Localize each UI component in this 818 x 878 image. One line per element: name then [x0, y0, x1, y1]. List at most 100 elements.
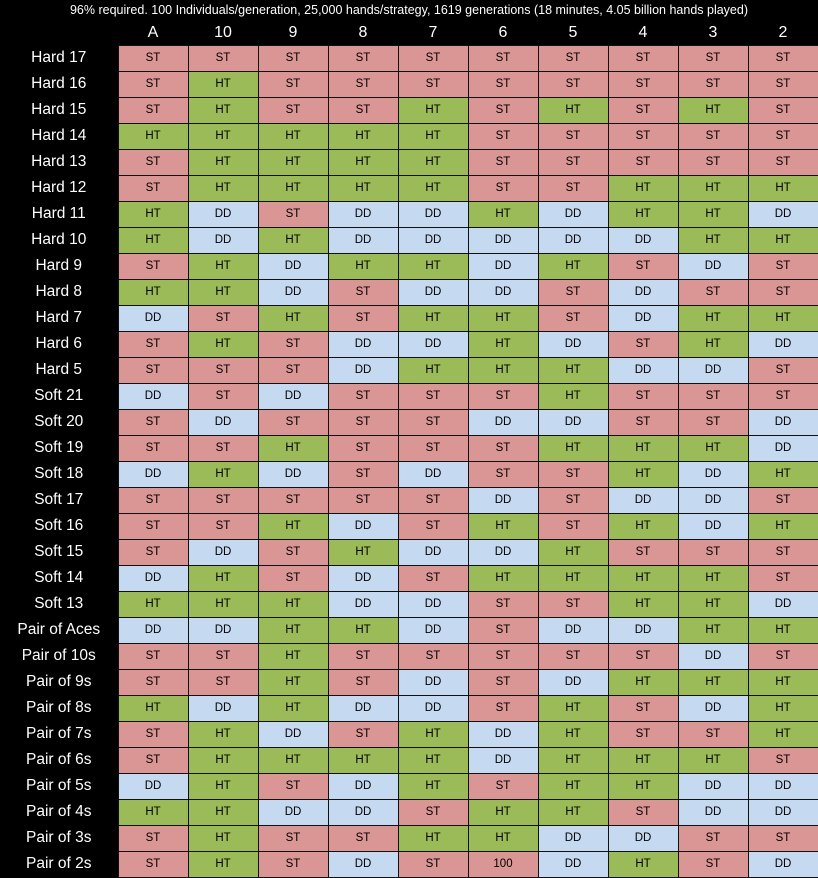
- cell-value: ST: [775, 286, 791, 298]
- cell-value: DD: [284, 468, 302, 480]
- strategy-cell: ST: [117, 824, 189, 852]
- cell-value: DD: [564, 338, 582, 350]
- cell-value: HT: [775, 520, 791, 532]
- cell-value: HT: [215, 156, 231, 168]
- cell-value: HT: [355, 624, 371, 636]
- strategy-cell: ST: [607, 798, 679, 826]
- cell-value: HT: [495, 312, 511, 324]
- cell-value: ST: [355, 52, 371, 65]
- strategy-cell: HT: [187, 174, 259, 202]
- table-row: Hard 7 DD ST HT ST HT HT ST DD HT HT: [0, 304, 818, 332]
- strategy-cell: ST: [537, 122, 609, 150]
- cell-value: DD: [564, 416, 582, 428]
- cell-value: HT: [215, 260, 231, 272]
- cell-value: DD: [774, 780, 792, 792]
- cell-value: HT: [425, 728, 441, 740]
- cell-value: HT: [145, 806, 161, 818]
- cell-value: HT: [215, 182, 231, 194]
- cell-value: DD: [424, 676, 442, 688]
- cell-value: DD: [424, 208, 442, 220]
- cell-value: DD: [634, 286, 652, 298]
- cell-value: DD: [704, 650, 722, 662]
- cell-value: ST: [145, 494, 161, 506]
- cell-value: ST: [425, 52, 441, 65]
- strategy-cell: ST: [397, 45, 469, 72]
- cell-value: ST: [565, 130, 581, 142]
- cell-value: HT: [355, 754, 371, 766]
- row-label: Soft 16: [0, 513, 118, 540]
- strategy-cell: HT: [467, 356, 539, 384]
- row-label: Hard 11: [0, 201, 118, 228]
- strategy-cell: HT: [117, 200, 189, 228]
- strategy-cell: DD: [397, 668, 469, 696]
- cell-value: HT: [705, 624, 721, 636]
- strategy-cell: ST: [187, 486, 259, 514]
- strategy-cell: DD: [327, 330, 399, 358]
- cell-value: HT: [355, 260, 371, 272]
- strategy-cell: ST: [117, 720, 189, 748]
- cell-value: ST: [355, 104, 371, 116]
- strategy-cell: ST: [187, 304, 259, 332]
- strategy-cell: HT: [327, 252, 399, 280]
- strategy-cell: HT: [537, 434, 609, 462]
- strategy-cell: ST: [747, 382, 818, 410]
- strategy-cell: ST: [747, 278, 818, 306]
- strategy-cell: HT: [467, 512, 539, 540]
- strategy-cell: DD: [117, 460, 189, 488]
- cell-value: ST: [145, 182, 161, 194]
- cell-value: HT: [215, 806, 231, 818]
- cell-value: DD: [634, 312, 652, 324]
- cell-value: HT: [705, 338, 721, 350]
- cell-value: ST: [285, 780, 301, 792]
- cell-value: DD: [494, 494, 512, 506]
- strategy-cell: HT: [467, 798, 539, 826]
- cell-value: ST: [635, 52, 651, 65]
- strategy-cell: ST: [397, 382, 469, 410]
- row-label: Hard 6: [0, 331, 118, 358]
- row-label: Hard 5: [0, 357, 118, 384]
- strategy-cell: ST: [607, 330, 679, 358]
- table-row: Hard 6 ST HT ST DD DD HT DD ST HT DD: [0, 330, 818, 358]
- strategy-cell: HT: [327, 148, 399, 176]
- cell-value: HT: [285, 702, 301, 714]
- strategy-cell: HT: [677, 434, 749, 462]
- cell-value: DD: [354, 806, 372, 818]
- strategy-cell: ST: [537, 148, 609, 176]
- strategy-cell: ST: [187, 642, 259, 670]
- strategy-cell: ST: [397, 512, 469, 540]
- cell-value: HT: [635, 780, 651, 792]
- strategy-cell: DD: [607, 356, 679, 384]
- cell-value: ST: [635, 728, 651, 740]
- cell-value: ST: [635, 156, 651, 168]
- cell-value: DD: [424, 624, 442, 636]
- cell-value: ST: [145, 104, 161, 116]
- cell-value: DD: [774, 338, 792, 350]
- cell-value: HT: [495, 520, 511, 532]
- strategy-cell: DD: [677, 460, 749, 488]
- cell-value: DD: [354, 208, 372, 220]
- strategy-cell: ST: [117, 408, 189, 436]
- row-label: Hard 9: [0, 253, 118, 280]
- strategy-cell: ST: [677, 70, 749, 98]
- cell-value: HT: [775, 728, 791, 740]
- strategy-cell: ST: [257, 70, 329, 98]
- strategy-cell: DD: [327, 798, 399, 826]
- strategy-cell: ST: [537, 45, 609, 72]
- row-label: Hard 12: [0, 175, 118, 202]
- row-label: Pair of 7s: [0, 721, 118, 748]
- cell-value: ST: [285, 858, 301, 870]
- cell-value: ST: [145, 156, 161, 168]
- table-row: Soft 18 DD HT DD ST DD ST ST HT DD HT: [0, 460, 818, 488]
- strategy-cell: DD: [397, 538, 469, 566]
- strategy-cell: DD: [747, 200, 818, 228]
- strategy-cell: ST: [397, 486, 469, 514]
- strategy-cell: HT: [747, 616, 818, 644]
- table-row: Pair of 7s ST HT DD ST HT DD HT ST ST HT: [0, 720, 818, 748]
- strategy-cell: HT: [467, 564, 539, 592]
- cell-value: DD: [564, 208, 582, 220]
- strategy-cell: HT: [607, 434, 679, 462]
- cell-value: HT: [425, 104, 441, 116]
- strategy-cell: ST: [397, 408, 469, 436]
- cell-value: HT: [495, 338, 511, 350]
- cell-value: ST: [145, 78, 161, 90]
